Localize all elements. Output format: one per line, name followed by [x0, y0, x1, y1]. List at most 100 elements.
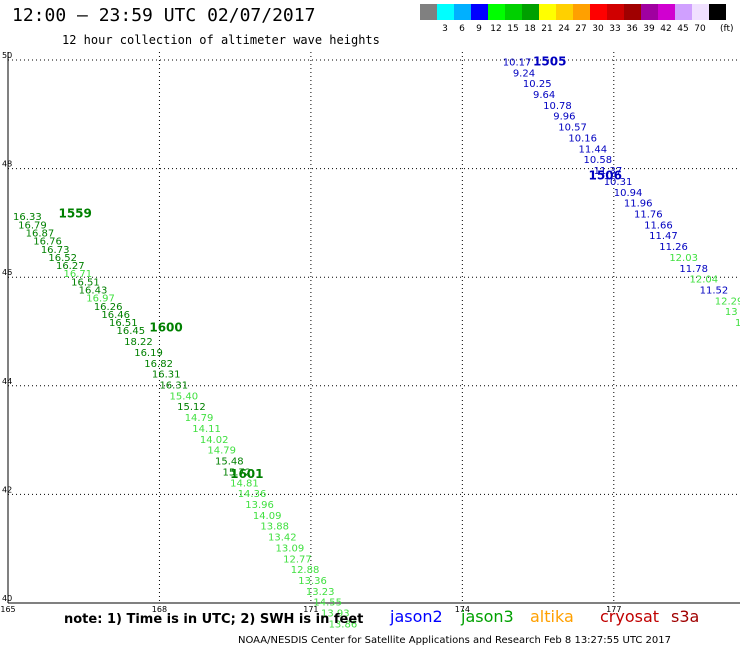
- data-label-jason3: 16.79: [18, 220, 47, 231]
- data-label-jason2: 11.44: [578, 144, 607, 155]
- satellite-legend-s3a: s3a: [671, 607, 700, 626]
- data-label-jason2: 10.57: [558, 123, 587, 134]
- time-label: 1600: [149, 321, 182, 335]
- data-label-jason3: 16.71: [64, 269, 93, 280]
- color-scale-label: 24: [558, 24, 570, 34]
- data-label-jason3: 16.31: [152, 370, 181, 381]
- data-label-jason3: 16.76: [33, 237, 62, 248]
- data-label-jason2: 9.64: [533, 90, 555, 101]
- color-swatch: [539, 4, 556, 20]
- satellite-legend-jason3: jason3: [461, 607, 514, 626]
- color-swatch: [556, 4, 573, 20]
- data-label-jason3: 16.87: [26, 228, 55, 239]
- data-label-jason3: 16.97: [86, 294, 115, 305]
- data-label-jason3: 18.22: [124, 337, 153, 348]
- color-scale-label: 6: [459, 24, 465, 34]
- data-label-jason3: 14.55: [313, 598, 342, 609]
- time-label: 1506: [589, 168, 622, 182]
- y-tick-label: 44: [2, 377, 12, 386]
- data-label-jason3: 14.09: [253, 511, 282, 522]
- color-swatch: [420, 4, 437, 20]
- data-label-jason3: 13.23: [306, 587, 335, 598]
- data-label-jason2: 13: [725, 307, 738, 318]
- color-swatch: [488, 4, 505, 20]
- color-swatch: [658, 4, 675, 20]
- data-label-jason3: 14.79: [185, 413, 214, 424]
- color-swatch: [590, 4, 607, 20]
- data-label-jason3: 12.77: [283, 554, 312, 565]
- data-label-jason3: 15.48: [215, 457, 244, 468]
- color-swatch: [692, 4, 709, 20]
- color-scale-label: 45: [677, 24, 689, 34]
- data-label-jason3: 13.96: [245, 500, 274, 511]
- data-label-jason3: 16.51: [71, 277, 100, 288]
- color-swatch: [471, 4, 488, 20]
- data-label-jason2: 12.03: [669, 253, 698, 264]
- color-scale-label: 30: [592, 24, 604, 34]
- chart-title: 12:00 — 23:59 UTC 02/07/2017: [12, 5, 316, 26]
- color-scale-label: 70: [694, 24, 706, 34]
- y-tick-label: 46: [2, 268, 12, 277]
- satellite-legend-altika: altika: [530, 607, 574, 626]
- data-label-jason3: 16.52: [48, 253, 77, 264]
- color-scale-label: 39: [643, 24, 655, 34]
- data-label-jason2: 10.94: [614, 188, 643, 199]
- data-label-jason2: 11.47: [649, 231, 678, 242]
- data-label-jason2: 10.16: [568, 133, 597, 144]
- data-label-jason3: 16.43: [79, 285, 108, 296]
- y-tick-label: 50: [2, 51, 12, 60]
- data-label-jason2: 10.58: [584, 155, 613, 166]
- data-label-jason3: 16.46: [101, 310, 130, 321]
- color-scale-label: 33: [609, 24, 621, 34]
- data-label-jason3: 13.36: [298, 576, 327, 587]
- data-label-jason3: 15.40: [170, 391, 199, 402]
- data-label-jason3: 16.26: [94, 302, 123, 313]
- color-scale-label: 42: [660, 24, 672, 34]
- color-scale-label: 21: [541, 24, 553, 34]
- data-label-jason2: 11.52: [700, 285, 729, 296]
- data-label-jason3: 14.36: [238, 489, 267, 500]
- color-scale-label: 18: [524, 24, 536, 34]
- units-label: (ft): [720, 24, 734, 34]
- y-tick-label: 42: [2, 485, 12, 494]
- data-label-jason2: 11.78: [679, 264, 708, 275]
- time-label: 1505: [533, 54, 566, 68]
- color-swatch: [624, 4, 641, 20]
- data-label-jason2: 9.24: [513, 68, 535, 79]
- data-label-jason2: 11.66: [644, 220, 673, 231]
- data-label-jason2: 12: [735, 318, 740, 329]
- data-label-jason3: 16.27: [56, 261, 85, 272]
- data-label-jason3: 16.82: [144, 359, 173, 370]
- data-label-jason3: 13.42: [268, 533, 297, 544]
- data-label-jason3: 14.81: [230, 478, 259, 489]
- chart-subtitle: 12 hour collection of altimeter wave hei…: [62, 33, 380, 47]
- data-label-jason2: 11.37: [594, 166, 623, 177]
- data-label-jason3: 15.12: [177, 402, 206, 413]
- data-label-jason3: 13.09: [276, 543, 305, 554]
- data-label-jason3: 16.19: [134, 348, 163, 359]
- x-tick-label: 171: [303, 605, 318, 614]
- color-scale-label: 3: [442, 24, 448, 34]
- satellite-legend-jason2: jason2: [390, 607, 443, 626]
- data-label-jason3: 13.88: [260, 522, 289, 533]
- data-label-jason2: 10.78: [543, 101, 572, 112]
- color-scale-label: 36: [626, 24, 638, 34]
- x-tick-label: 174: [455, 605, 470, 614]
- color-swatch: [675, 4, 692, 20]
- data-label-jason3: 12.88: [291, 565, 320, 576]
- time-label: 1559: [58, 206, 91, 220]
- footer-note: note: 1) Time is in UTC; 2) SWH is in fe…: [64, 612, 364, 627]
- data-label-jason3: 14.11: [192, 424, 221, 435]
- y-tick-label: 40: [2, 594, 12, 603]
- data-label-jason3: 16.73: [41, 245, 70, 256]
- data-label-jason3: 14.02: [200, 435, 229, 446]
- data-label-jason3: 15.72: [223, 467, 252, 478]
- data-label-jason3: 14.79: [207, 446, 236, 457]
- time-label: 1601: [230, 467, 263, 481]
- data-label-jason2: 11.76: [634, 209, 663, 220]
- data-label-jason3: 13.86: [329, 619, 358, 630]
- footer-credit: NOAA/NESDIS Center for Satellite Applica…: [238, 635, 671, 646]
- color-scale-label: 9: [476, 24, 482, 34]
- data-label-jason2: 11.96: [624, 199, 653, 210]
